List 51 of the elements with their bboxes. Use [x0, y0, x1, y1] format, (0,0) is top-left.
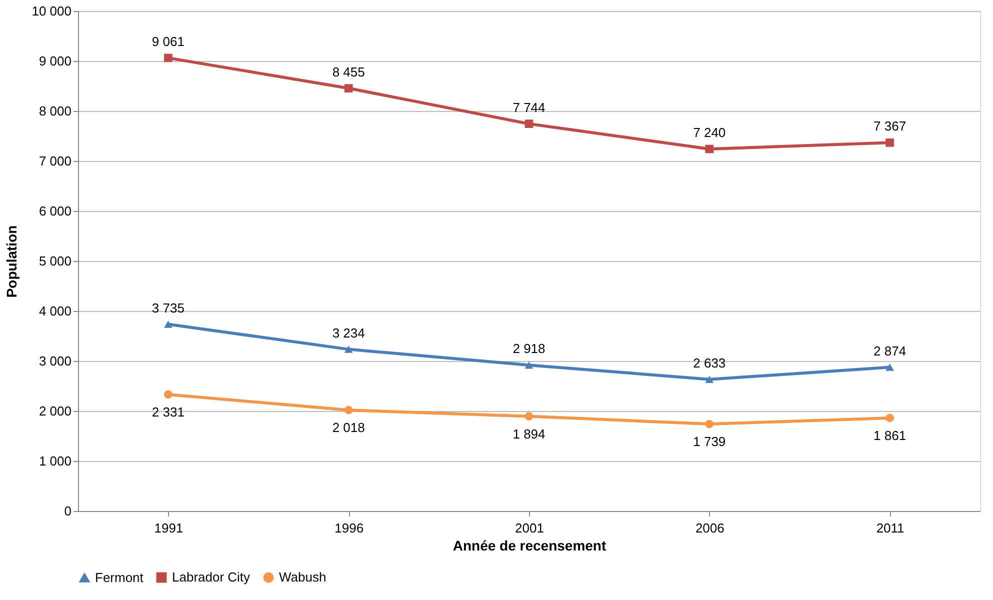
y-tick-label: 9 000 [38, 54, 72, 68]
point [705, 144, 714, 154]
x-axis-title: Année de recensement [452, 538, 606, 554]
y-tick-label: 1 000 [38, 454, 72, 468]
data-label: 8 455 [332, 64, 365, 80]
point [164, 54, 172, 62]
x-tick-label: 2011 [876, 520, 904, 536]
data-label: 9 061 [152, 34, 184, 49]
y-tick-label: 2 000 [38, 404, 72, 418]
data-label: 7 240 [693, 125, 726, 140]
data-label: 7 367 [874, 118, 906, 134]
x-tick-label: 1996 [334, 520, 364, 536]
y-tick-label: 7 000 [38, 154, 72, 168]
point [886, 364, 894, 371]
point [344, 84, 353, 92]
data-label: 1 739 [693, 434, 726, 450]
data-label: 3 735 [152, 300, 184, 316]
point [344, 346, 353, 353]
y-tick-label: 0 [64, 504, 72, 518]
data-label: 3 234 [332, 325, 365, 340]
y-tick-label: 4 000 [38, 304, 72, 318]
point [524, 412, 534, 420]
point [705, 420, 714, 428]
point [886, 414, 894, 422]
data-label: 2 918 [512, 341, 546, 356]
data-label: 1 894 [512, 426, 546, 442]
y-tick-label: 6 000 [38, 204, 72, 218]
y-tick-label: 3 000 [38, 354, 72, 368]
data-label: 7 744 [512, 100, 546, 115]
y-tick-label: 8 000 [38, 104, 72, 118]
data-label: 2 331 [152, 404, 184, 420]
data-label: 2 018 [332, 420, 365, 436]
legend-label: Wabush [279, 570, 326, 585]
legend-label: Labrador City [172, 570, 251, 585]
point [164, 320, 172, 328]
point [344, 406, 353, 414]
point [524, 361, 534, 369]
y-axis-title: Population [4, 225, 20, 298]
x-tick-label: 2001 [515, 520, 544, 536]
y-tick-label: 5 000 [38, 254, 72, 268]
x-tick-label: 1991 [154, 520, 184, 536]
y-tick-label: 10 000 [32, 4, 72, 18]
data-label: 1 861 [874, 428, 906, 443]
data-label: 2 633 [693, 355, 726, 370]
point [524, 120, 534, 128]
legend-label: Fermont [95, 570, 144, 585]
point [705, 376, 714, 383]
point [886, 138, 894, 147]
point [164, 390, 172, 399]
x-tick-label: 2006 [695, 520, 724, 536]
data-label: 2 874 [874, 343, 906, 358]
